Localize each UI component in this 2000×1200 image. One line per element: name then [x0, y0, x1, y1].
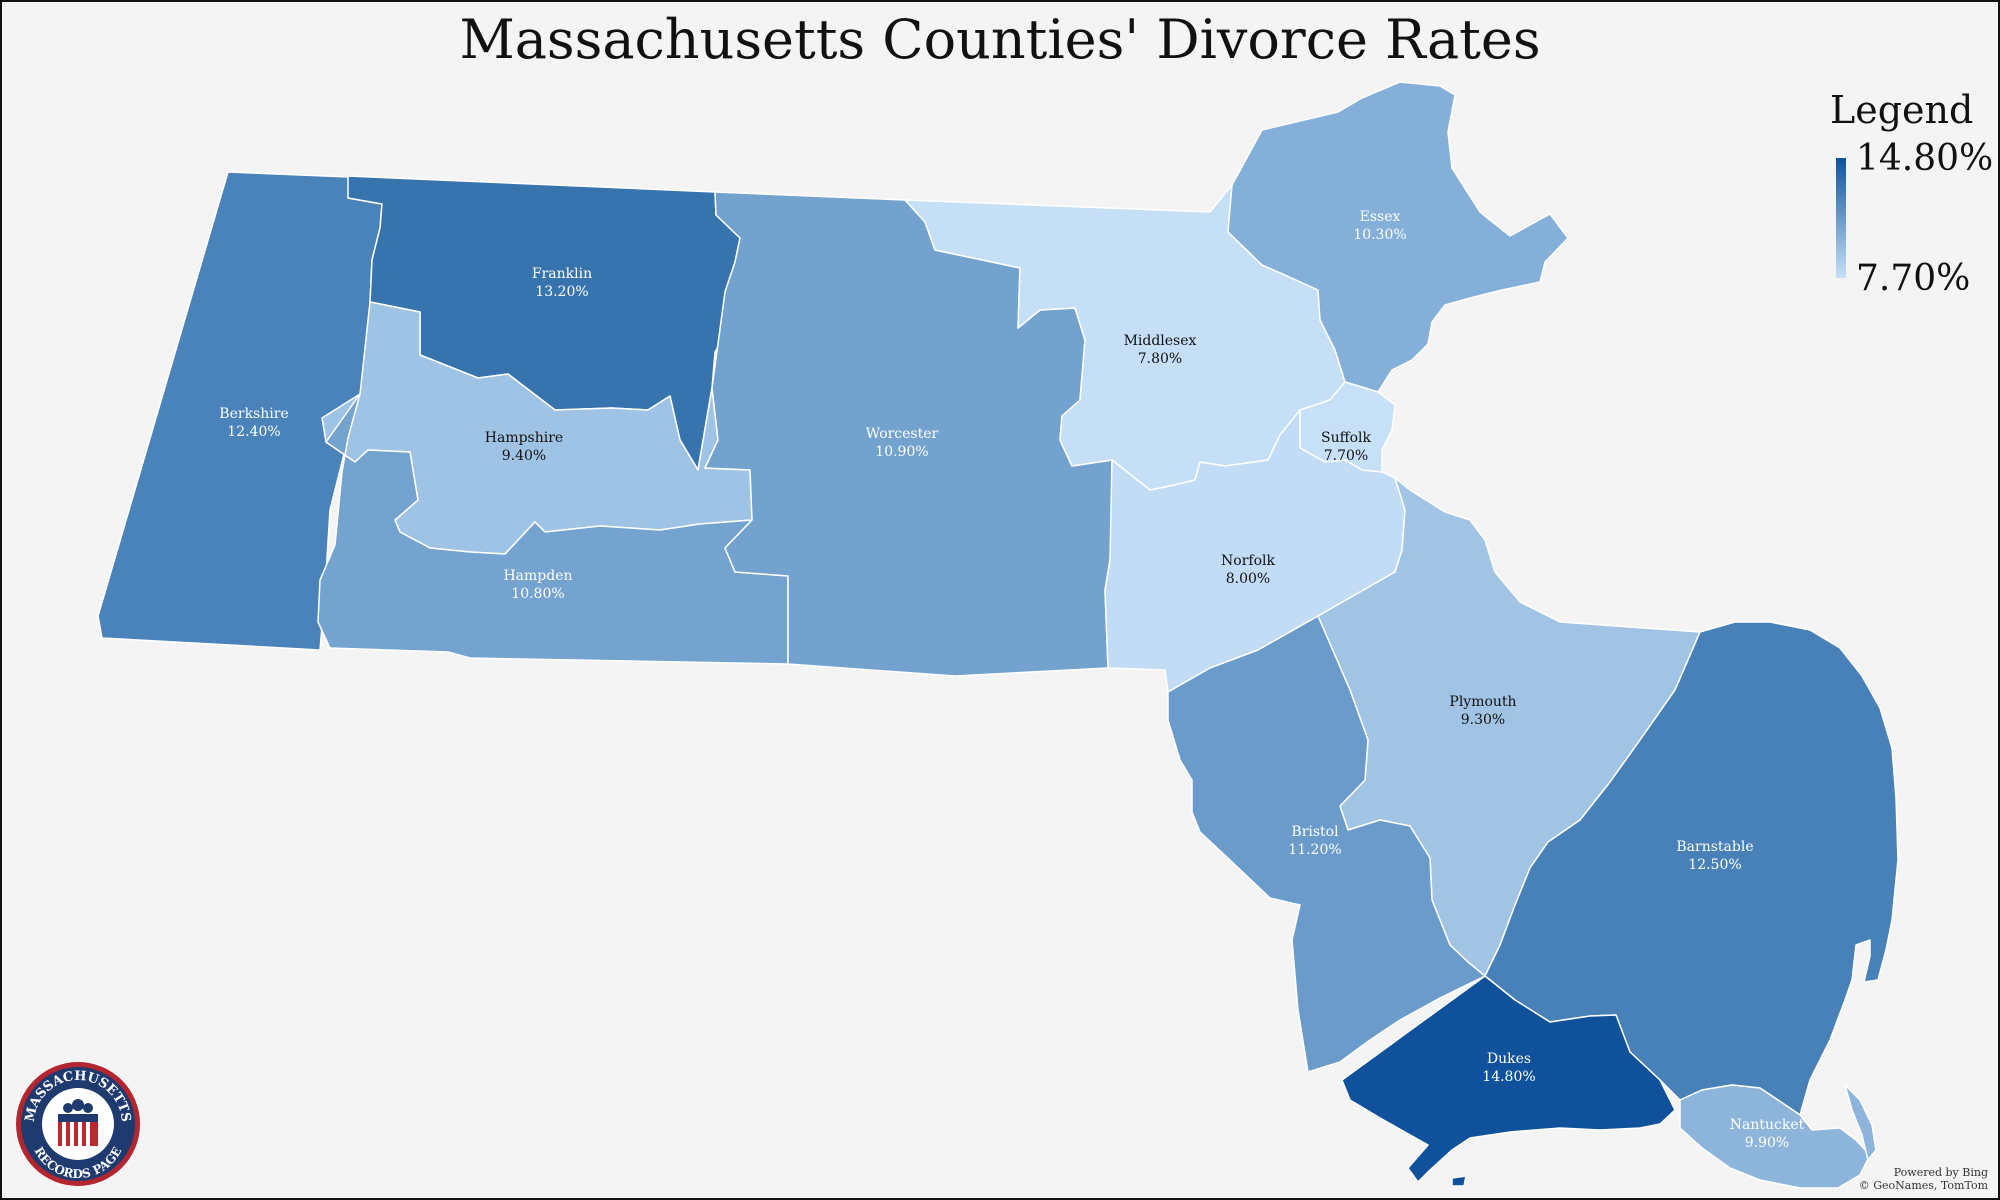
county-rate-bristol: 11.20% — [1288, 842, 1341, 858]
county-name-bristol: Bristol — [1291, 824, 1339, 840]
county-bristol[interactable] — [1167, 615, 1486, 1073]
county-name-barnstable: Barnstable — [1676, 839, 1753, 855]
legend-max-label: 14.80% — [1856, 138, 1994, 179]
county-rate-barnstable: 12.50% — [1688, 857, 1741, 873]
county-rate-hampden: 10.80% — [511, 586, 564, 602]
county-rate-norfolk: 8.00% — [1226, 571, 1270, 587]
county-name-norfolk: Norfolk — [1221, 553, 1275, 569]
county-name-berkshire: Berkshire — [219, 406, 288, 422]
county-rate-dukes: 14.80% — [1482, 1069, 1535, 1085]
records-page-logo: MASSACHUSETTS RECORDS PAGE — [16, 1062, 140, 1186]
county-hampden[interactable] — [317, 393, 789, 665]
county-rate-middlesex: 7.80% — [1138, 351, 1182, 367]
county-name-nantucket: Nantucket — [1730, 1117, 1805, 1133]
map-title: Massachusetts Counties' Divorce Rates — [459, 8, 1541, 71]
county-name-worcester: Worcester — [866, 426, 939, 442]
county-name-dukes: Dukes — [1487, 1051, 1531, 1067]
county-rate-essex: 10.30% — [1353, 227, 1406, 243]
map-credit: Powered by Bing © GeoNames, TomTom — [1859, 1166, 1988, 1192]
legend-min-label: 7.70% — [1856, 258, 1971, 299]
credit-line-2: © GeoNames, TomTom — [1858, 1179, 1988, 1192]
county-dukes[interactable] — [1341, 975, 1676, 1183]
county-labels: Berkshire 12.40% Franklin 13.20% Hampshire 9.… — [219, 209, 1804, 1151]
county-nantucket[interactable] — [1679, 1084, 1871, 1189]
county-rate-worcester: 10.90% — [875, 444, 928, 460]
county-name-hampden: Hampden — [503, 568, 572, 584]
county-rate-plymouth: 9.30% — [1461, 712, 1505, 728]
county-nantucket-tail — [1844, 1084, 1877, 1161]
county-name-suffolk: Suffolk — [1321, 430, 1371, 446]
county-rate-franklin: 13.20% — [535, 284, 588, 300]
county-name-essex: Essex — [1360, 209, 1401, 225]
legend-color-bar — [1836, 158, 1846, 278]
county-name-plymouth: Plymouth — [1449, 694, 1516, 710]
county-essex[interactable] — [1227, 81, 1569, 393]
county-name-hampshire: Hampshire — [485, 430, 563, 446]
county-norfolk[interactable] — [1104, 409, 1406, 693]
county-name-middlesex: Middlesex — [1124, 333, 1197, 349]
county-name-franklin: Franklin — [532, 266, 592, 282]
county-rate-hampshire: 9.40% — [502, 448, 546, 464]
county-rate-suffolk: 7.70% — [1324, 448, 1368, 464]
credit-line-1: Powered by Bing — [1893, 1166, 1988, 1179]
county-rate-nantucket: 9.90% — [1745, 1135, 1789, 1151]
county-dukes-island — [1451, 1175, 1467, 1187]
county-rate-berkshire: 12.40% — [227, 424, 280, 440]
legend-title: Legend — [1830, 88, 1974, 132]
